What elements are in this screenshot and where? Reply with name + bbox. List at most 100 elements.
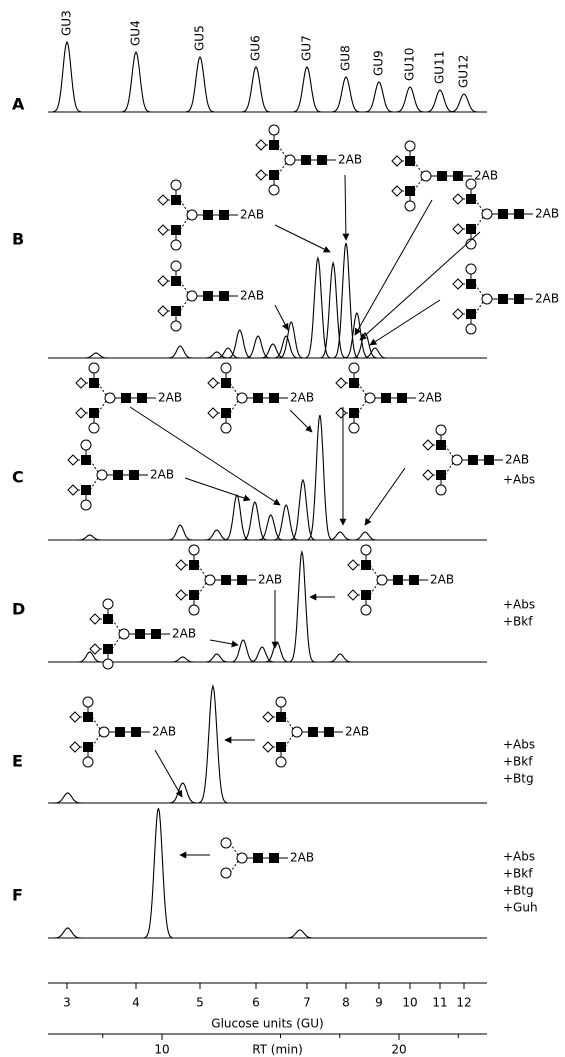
x-axis-title: Glucose units (GU) — [211, 1017, 323, 1031]
glcnac — [301, 155, 311, 165]
galactose — [88, 362, 100, 374]
glcnac — [83, 742, 93, 752]
arrow — [354, 199, 433, 336]
mannose — [481, 208, 493, 220]
glycan-label: 2AB — [290, 851, 314, 865]
sialic — [422, 469, 434, 481]
treatment: +Bkf — [503, 867, 533, 881]
galactose — [170, 179, 182, 191]
mannose — [220, 867, 232, 879]
arrow — [209, 639, 239, 648]
arrow — [184, 477, 251, 502]
panel-label: F — [12, 886, 23, 905]
gu-label: GU8 — [339, 45, 353, 71]
panel-label: D — [12, 600, 25, 619]
sialic — [157, 275, 169, 287]
sialic — [175, 559, 187, 571]
x-tick-label: 8 — [342, 996, 350, 1010]
peak — [224, 493, 250, 541]
treatment: +Abs — [503, 850, 535, 864]
mannose — [186, 290, 198, 302]
glcnac — [219, 291, 229, 301]
mannose — [481, 293, 493, 305]
galactose — [88, 422, 100, 434]
glycan-label: 2AB — [535, 292, 559, 306]
peak — [167, 524, 193, 541]
glycan-label: 2AB — [258, 573, 282, 587]
glycan-bond — [89, 477, 99, 491]
treatment: +Btg — [503, 884, 534, 898]
galactose — [360, 544, 372, 556]
peak — [227, 329, 252, 359]
sialic — [452, 278, 464, 290]
glycan-bond — [97, 400, 107, 414]
glcnac — [89, 378, 99, 388]
glcnac — [405, 156, 415, 166]
arrow — [342, 174, 350, 241]
arrow — [274, 304, 289, 331]
glycan-bond — [197, 564, 207, 578]
galactose — [348, 422, 360, 434]
glycan-bond — [444, 444, 454, 458]
sialic — [207, 407, 219, 419]
gu-label: GU12 — [457, 55, 471, 88]
sialic — [255, 169, 267, 181]
glycan-bond — [179, 199, 189, 213]
peak — [320, 261, 346, 359]
glcnac — [381, 393, 391, 403]
mannose — [236, 852, 248, 864]
sialic — [452, 308, 464, 320]
peak — [204, 351, 229, 359]
gu-label: GU7 — [300, 35, 314, 61]
glcnac — [349, 378, 359, 388]
sialic — [75, 377, 87, 389]
galactose — [268, 184, 280, 196]
glycan-label: 2AB — [152, 725, 176, 739]
glcnac — [269, 853, 279, 863]
glycan-bond — [474, 198, 484, 212]
glycan-label: 2AB — [535, 207, 559, 221]
mannose — [204, 574, 216, 586]
glcnac — [349, 408, 359, 418]
panel-label: C — [12, 468, 24, 487]
peak — [170, 656, 195, 663]
sialic — [157, 224, 169, 236]
arrow — [364, 467, 406, 526]
glcnac — [514, 209, 524, 219]
peak — [285, 929, 314, 939]
glcnac — [397, 393, 407, 403]
arrow — [129, 406, 281, 506]
glycan-bond — [179, 298, 189, 312]
treatment: +Abs — [503, 473, 535, 487]
glcnac — [81, 455, 91, 465]
gu-label: GU5 — [193, 25, 207, 51]
glcnac — [103, 644, 113, 654]
panel-label: A — [12, 95, 25, 114]
peak — [260, 343, 286, 359]
glcnac — [308, 727, 318, 737]
glycan-label: 2AB — [418, 391, 442, 405]
glcnac — [253, 393, 263, 403]
peak — [289, 549, 315, 663]
peak — [167, 345, 193, 359]
gu-label: GU11 — [433, 51, 447, 84]
glcnac — [81, 485, 91, 495]
peak — [204, 529, 230, 541]
galactose — [220, 422, 232, 434]
glcnac — [484, 455, 494, 465]
glycan-bond — [179, 280, 189, 294]
glycan-bond — [369, 582, 379, 596]
glycan-label: 2AB — [240, 208, 264, 222]
peak — [331, 76, 361, 113]
peak — [327, 531, 353, 541]
glcnac — [361, 590, 371, 600]
glcnac — [466, 309, 476, 319]
peak — [327, 653, 353, 663]
mannose — [451, 454, 463, 466]
glycan-label: 2AB — [474, 169, 498, 183]
glcnac — [453, 171, 463, 181]
gu-label: GU10 — [403, 48, 417, 81]
treatment: +Bkf — [503, 755, 533, 769]
galactose — [275, 696, 287, 708]
sialic — [391, 155, 403, 167]
